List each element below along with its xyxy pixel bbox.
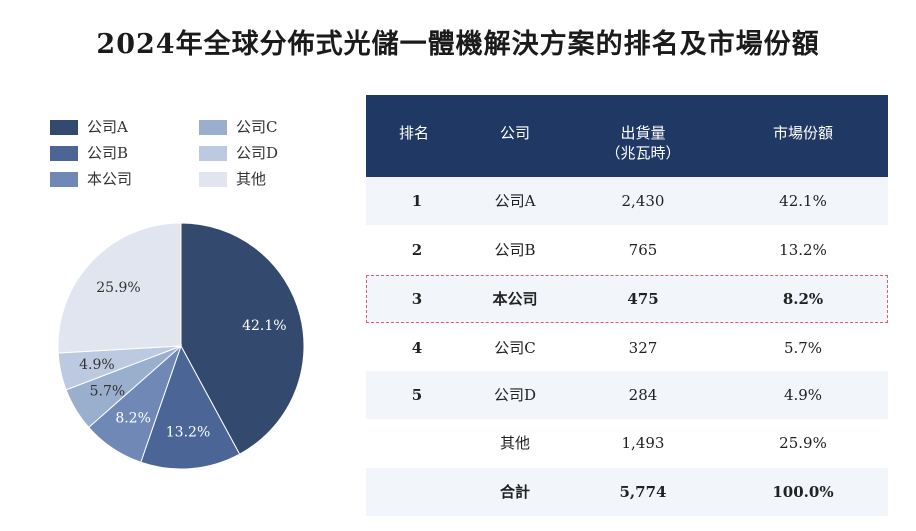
table-row: 其他 1,493 25.9%	[366, 419, 888, 467]
cell-rank	[366, 419, 468, 467]
legend-swatch	[199, 172, 227, 187]
cell-company: 公司C	[494, 339, 536, 357]
cell-rank: 2	[411, 241, 423, 259]
cell-company: 本公司	[492, 290, 538, 308]
cell-shipment: 5,774	[619, 483, 667, 501]
header-shipment: 出貨量 （兆瓦時）	[568, 123, 718, 163]
pie-slice	[180, 222, 305, 455]
pie-slice-label: 25.9%	[96, 280, 140, 296]
cell-company: 公司D	[493, 386, 537, 404]
legend-swatch	[50, 120, 78, 135]
cell-company: 公司A	[494, 192, 536, 210]
legend-label: 其他	[236, 170, 267, 188]
table-row-total: 合計 5,774 100.0%	[366, 468, 888, 516]
cell-shipment: 765	[628, 241, 658, 259]
cell-share: 25.9%	[779, 434, 827, 452]
cell-company: 其他	[499, 434, 530, 452]
legend-swatch	[199, 120, 227, 135]
cell-rank: 5	[411, 386, 423, 404]
cell-share: 42.1%	[779, 192, 827, 210]
pie-slice-label: 4.9%	[79, 357, 115, 373]
header-shipment-unit: （兆瓦時）	[605, 144, 681, 162]
legend-label: 公司B	[87, 144, 129, 162]
cell-shipment: 284	[628, 386, 658, 404]
header-company: 公司	[499, 124, 530, 142]
cell-rank	[366, 468, 468, 516]
legend-swatch	[199, 146, 227, 161]
cell-company: 合計	[499, 483, 530, 501]
table-row: 2 公司B 765 13.2%	[366, 226, 888, 274]
legend-label: 公司C	[236, 118, 278, 136]
cell-share: 4.9%	[783, 386, 823, 404]
cell-company: 公司B	[494, 241, 536, 259]
legend-swatch	[50, 172, 78, 187]
cell-shipment: 1,493	[621, 434, 665, 452]
table-row-highlighted: 3 本公司 475 8.2%	[366, 275, 888, 323]
cell-rank: 4	[411, 339, 423, 357]
table-header: 排名 公司 出貨量 （兆瓦時） 市場份額	[366, 95, 888, 177]
pie-slice-label: 42.1%	[242, 318, 286, 334]
legend-label: 公司D	[236, 144, 279, 162]
cell-share: 8.2%	[782, 290, 824, 308]
header-share: 市場份額	[772, 124, 833, 142]
legend-swatch	[50, 146, 78, 161]
legend-label: 公司A	[87, 118, 128, 136]
cell-shipment: 2,430	[621, 192, 665, 210]
cell-share: 100.0%	[772, 483, 834, 501]
pie-slice	[57, 222, 182, 354]
cell-share: 13.2%	[779, 241, 827, 259]
chart-title: 2024年全球分佈式光儲一體機解決方案的排名及市場份額	[96, 29, 820, 60]
header-rank: 排名	[398, 124, 429, 142]
legend-label: 本公司	[87, 170, 133, 188]
pie-slice-label: 13.2%	[166, 425, 210, 441]
cell-rank: 3	[411, 290, 423, 308]
cell-rank: 1	[411, 192, 423, 210]
header-shipment-label: 出貨量	[620, 124, 666, 142]
pie-slice-label: 8.2%	[115, 410, 151, 426]
table-row: 5 公司D 284 4.9%	[366, 371, 888, 419]
pie-slice-label: 5.7%	[90, 383, 126, 399]
table-row: 4 公司C 327 5.7%	[366, 324, 888, 372]
cell-share: 5.7%	[783, 339, 823, 357]
cell-shipment: 475	[627, 290, 659, 308]
table-row: 1 公司A 2,430 42.1%	[366, 177, 888, 225]
cell-shipment: 327	[628, 339, 658, 357]
pie-slice	[140, 344, 241, 470]
